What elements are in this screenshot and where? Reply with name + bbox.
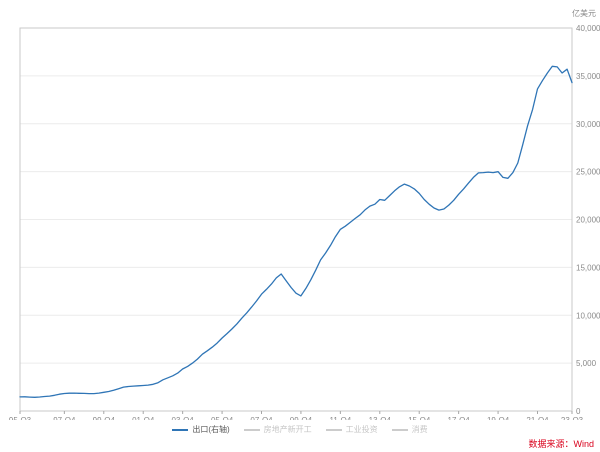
y-axis-tick-label: 20,000 [576,216,600,225]
legend-item: 出口(右轴) [172,424,230,435]
y-axis-tick-label: 0 [576,407,581,416]
legend-item: 房地产新开工 [243,424,312,435]
y-axis-tick-label: 15,000 [576,263,600,272]
x-axis-tick-label: 07-Q4 [250,416,273,420]
legend-label: 出口(右轴) [192,425,230,434]
x-axis-tick-label: 21-Q4 [526,416,549,420]
y-axis-tick-label: 35,000 [576,72,600,81]
y-axis-tick-label: 5,000 [576,359,597,368]
x-axis-tick-label: 01-Q4 [132,416,155,420]
plot-border [19,27,573,412]
x-axis-tick-label: 09-Q4 [290,416,313,420]
x-axis-tick-label: 97-Q4 [53,416,76,420]
x-axis-tick-label: 05-Q4 [211,416,234,420]
y-axis-unit-label: 亿美元 [572,9,596,18]
x-axis-tick-label: 15-Q4 [408,416,431,420]
x-axis-tick-label: 99-Q4 [93,416,116,420]
plot-area: 0 5,000 10,000 15,000 20,000 25,000 30,000 35,0… [9,24,600,420]
y-axis-tick-label: 25,000 [576,168,600,177]
legend: 出口(右轴) 房地产新开工 工业投资 消费 [0,424,600,435]
legend-line-sample [391,428,408,431]
y-axis-tick-label: 30,000 [576,120,600,129]
x-axis-tick-label: 11-Q4 [330,416,352,420]
x-axis-tick-label: 95-Q3 [9,416,32,420]
legend-line-sample [243,428,260,431]
x-axis-tick-label: 17-Q4 [448,416,471,420]
x-axis-tick-label: 03-Q4 [172,416,195,420]
y-axis-tick-label: 40,000 [576,24,600,33]
legend-label: 工业投资 [345,425,378,434]
legend-label: 消费 [411,425,428,434]
legend-line-sample [172,428,189,431]
legend-label: 房地产新开工 [263,425,312,434]
y-axis-tick-label: 10,000 [576,311,600,320]
x-axis-tick-label: 13-Q4 [369,416,392,420]
legend-item: 消费 [391,424,428,435]
x-axis-tick-label: 19-Q4 [487,416,510,420]
data-source-label: 数据来源：Wind [528,439,594,449]
legend-line-sample [325,428,342,431]
legend-item: 工业投资 [325,424,378,435]
series-line-出口(右轴) [19,65,573,398]
x-axis-tick-label: 23-Q3 [561,416,584,420]
